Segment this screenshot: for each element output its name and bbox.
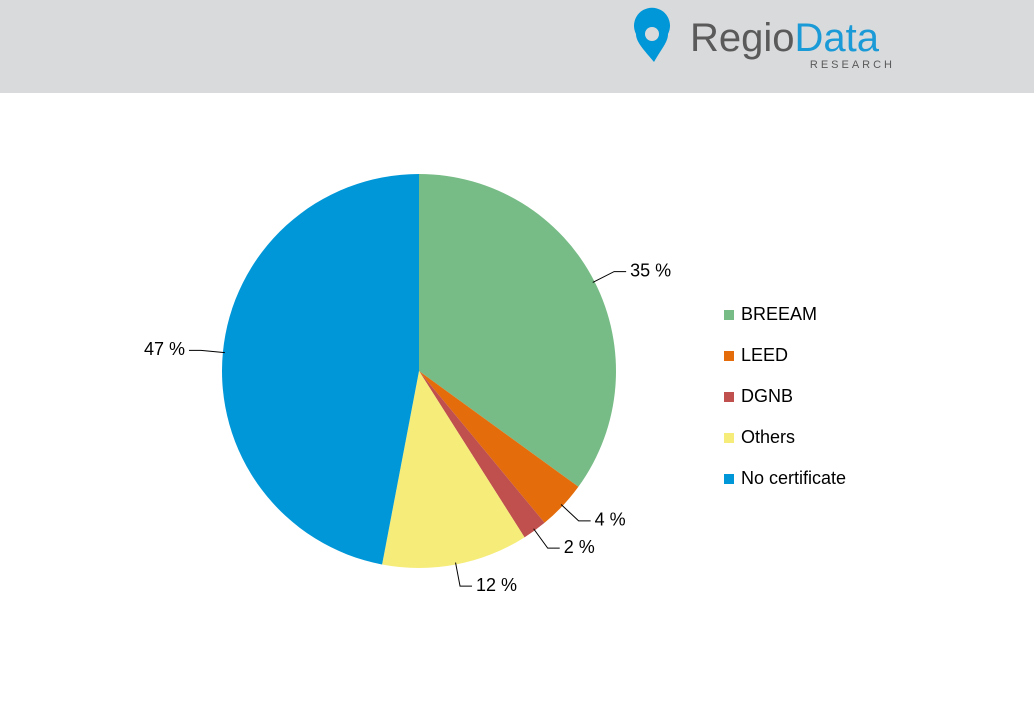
data-label: 12 % (476, 575, 517, 595)
header-band (0, 0, 1034, 93)
legend-label: DGNB (741, 386, 793, 406)
data-label: 35 % (630, 260, 671, 280)
leader-line (455, 562, 473, 587)
legend-label: No certificate (741, 468, 846, 488)
pie-slice (419, 174, 616, 487)
logo-icon (634, 7, 670, 62)
logo-sub: RESEARCH (810, 59, 895, 71)
leader-line (592, 271, 627, 283)
pie-slice (419, 371, 579, 523)
leader-line (188, 349, 225, 354)
legend-swatch (724, 351, 734, 361)
legend-swatch (724, 474, 734, 484)
data-label: 4 % (595, 510, 626, 530)
data-label: 2 % (564, 537, 595, 557)
pie-slice (222, 174, 419, 565)
leader-line (560, 504, 591, 522)
legend-label: LEED (741, 345, 788, 365)
logo-second: Data (795, 16, 880, 60)
logo-first: Regio (690, 16, 795, 60)
legend-swatch (724, 392, 734, 402)
leader-line (533, 528, 560, 549)
legend-swatch (724, 433, 734, 443)
data-label: 47 % (144, 339, 185, 359)
chart: 35 % 4 %2 % 12 % 47 % BREEAM LEED DGNB Others No… (144, 174, 846, 595)
legend-label: Others (741, 427, 795, 447)
logo: RegioData (690, 16, 880, 60)
legend-label: BREEAM (741, 304, 817, 324)
pie-slice (382, 371, 525, 568)
legend-swatch (724, 310, 734, 320)
pie-slice (419, 371, 545, 538)
